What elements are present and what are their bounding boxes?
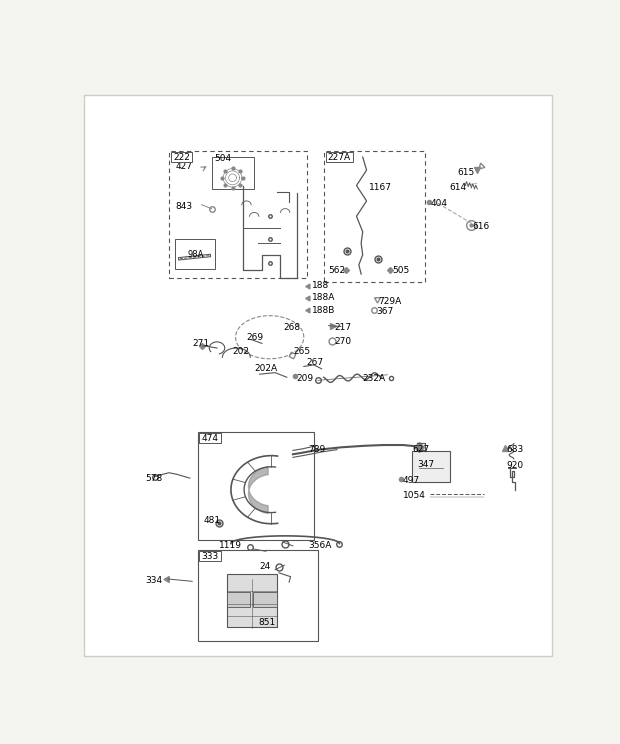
Text: 683: 683 [507,445,524,454]
Text: 356A: 356A [309,541,332,550]
Bar [198,432,314,539]
Text: 98A: 98A [187,249,203,259]
Bar [324,151,425,282]
Text: 267: 267 [306,358,323,367]
Bar [227,574,278,626]
Bar [198,550,317,641]
Text: 217: 217 [335,324,352,333]
Bar [254,592,277,608]
Text: 222: 222 [173,153,190,162]
Text: 481: 481 [204,516,221,525]
Text: 1167: 1167 [369,183,392,193]
Text: 614: 614 [450,183,467,193]
Text: 920: 920 [507,461,524,469]
Text: 404: 404 [430,199,447,208]
Text: 729A: 729A [378,297,402,306]
Text: 232A: 232A [363,373,386,382]
Text: 367: 367 [376,307,393,316]
Text: 616: 616 [472,222,490,231]
Text: 202A: 202A [254,364,277,373]
Text: 227A: 227A [327,153,351,162]
Text: 202: 202 [232,347,249,356]
Text: 188A: 188A [312,293,335,303]
Text: 1119: 1119 [219,542,242,551]
Text: 24: 24 [260,562,271,571]
Text: 209: 209 [296,373,313,382]
Text: 188B: 188B [312,306,335,315]
Text: 265: 265 [293,347,310,356]
Text: 615: 615 [458,168,474,177]
Text: eReplacementParts.com: eReplacementParts.com [208,388,428,406]
Bar [227,592,250,608]
Text: 269: 269 [247,333,264,341]
Text: 333: 333 [202,552,219,561]
Text: 562: 562 [328,266,345,275]
Text: 334: 334 [146,576,163,585]
Text: 268: 268 [283,324,300,333]
Bar [170,153,192,162]
Text: 347: 347 [417,460,434,469]
Text: 505: 505 [392,266,409,275]
Text: 271: 271 [192,339,210,348]
Bar [412,451,450,482]
Bar [175,240,216,269]
Text: 578: 578 [146,474,163,483]
Bar [326,153,353,162]
Text: 1054: 1054 [403,491,426,501]
Text: 497: 497 [403,476,420,485]
Bar [169,151,307,278]
Bar [211,157,254,190]
Bar [199,551,221,561]
Text: 851: 851 [258,618,275,627]
Bar [199,434,221,443]
Text: 504: 504 [214,154,231,163]
Text: 427: 427 [175,161,192,171]
Text: 270: 270 [335,337,352,347]
Text: 627: 627 [412,445,430,454]
Text: 474: 474 [202,434,218,443]
Text: 188: 188 [312,281,329,290]
Text: 789: 789 [309,445,326,454]
Text: 843: 843 [175,202,192,211]
